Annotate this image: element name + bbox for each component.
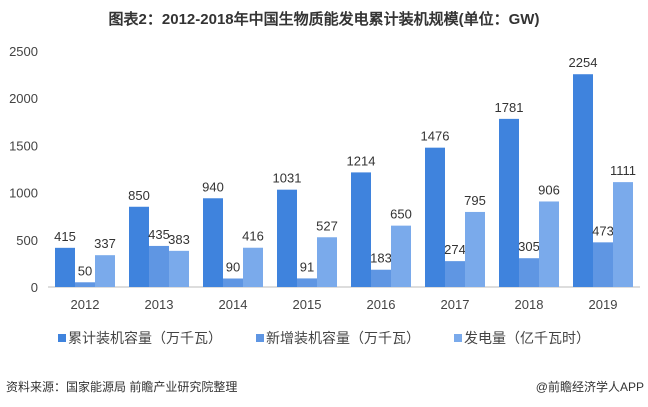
data-label: 473 bbox=[592, 223, 614, 238]
data-label: 435 bbox=[148, 227, 170, 242]
bar bbox=[55, 247, 75, 287]
data-label: 416 bbox=[242, 229, 264, 244]
legend-item-generation: 发电量（亿千瓦时） bbox=[454, 328, 590, 348]
bar bbox=[75, 282, 95, 287]
data-label: 850 bbox=[128, 188, 150, 203]
data-label: 906 bbox=[538, 182, 560, 197]
x-tick-label: 2016 bbox=[367, 297, 396, 312]
x-tick-label: 2017 bbox=[441, 297, 470, 312]
x-tick-label: 2012 bbox=[71, 297, 100, 312]
data-label: 274 bbox=[444, 242, 466, 257]
data-label: 91 bbox=[300, 259, 314, 274]
data-label: 1214 bbox=[347, 153, 376, 168]
data-label: 50 bbox=[78, 263, 92, 278]
legend-item-cumulative: 累计装机容量（万千瓦） bbox=[58, 328, 222, 348]
y-tick-label: 1500 bbox=[9, 138, 38, 153]
data-label: 305 bbox=[518, 239, 540, 254]
bar bbox=[499, 118, 519, 287]
legend-label: 新增装机容量（万千瓦） bbox=[266, 330, 420, 346]
bar bbox=[371, 269, 391, 287]
data-label: 940 bbox=[202, 179, 224, 194]
bar bbox=[519, 258, 539, 287]
x-tick-label: 2013 bbox=[145, 297, 174, 312]
y-tick-label: 1000 bbox=[9, 186, 38, 201]
bar bbox=[169, 250, 189, 287]
bar bbox=[351, 172, 371, 287]
bar bbox=[539, 201, 559, 287]
x-tick-label: 2014 bbox=[219, 297, 248, 312]
brand-credit: @前瞻经济学人APP bbox=[535, 380, 644, 394]
y-tick-label: 2000 bbox=[9, 91, 38, 106]
bar bbox=[203, 198, 223, 287]
bar bbox=[465, 211, 485, 287]
bar bbox=[593, 242, 613, 287]
chart-title: 图表2：2012-2018年中国生物质能发电累计装机规模(单位：GW) bbox=[108, 11, 540, 28]
bar bbox=[573, 74, 593, 287]
data-label: 337 bbox=[94, 236, 116, 251]
bar bbox=[129, 206, 149, 287]
legend-label: 累计装机容量（万千瓦） bbox=[68, 330, 222, 346]
data-label: 1781 bbox=[495, 100, 524, 115]
legend-swatch bbox=[256, 334, 264, 342]
x-tick-label: 2018 bbox=[515, 297, 544, 312]
y-tick-label: 0 bbox=[31, 280, 38, 295]
bar bbox=[425, 147, 445, 287]
y-tick-label: 500 bbox=[16, 233, 38, 248]
legend-swatch bbox=[58, 334, 66, 342]
bar bbox=[445, 261, 465, 287]
data-label: 1476 bbox=[421, 129, 450, 144]
data-label: 2254 bbox=[569, 55, 598, 70]
bar bbox=[317, 237, 337, 287]
data-label: 650 bbox=[390, 207, 412, 222]
legend-item-new: 新增装机容量（万千瓦） bbox=[256, 328, 420, 348]
bar bbox=[243, 247, 263, 287]
legend: 累计装机容量（万千瓦） 新增装机容量（万千瓦） 发电量（亿千瓦时） bbox=[0, 328, 648, 348]
x-tick-label: 2019 bbox=[589, 297, 618, 312]
bar bbox=[297, 278, 317, 287]
bar bbox=[149, 245, 169, 287]
y-tick-label: 2500 bbox=[9, 44, 38, 59]
bar bbox=[613, 182, 633, 287]
bar bbox=[95, 255, 115, 287]
data-label: 383 bbox=[168, 232, 190, 247]
data-label: 527 bbox=[316, 218, 338, 233]
source-note: 资料来源：国家能源局 前瞻产业研究院整理 bbox=[6, 380, 238, 394]
data-label: 1031 bbox=[273, 171, 302, 186]
data-label: 90 bbox=[226, 260, 240, 275]
bar bbox=[223, 278, 243, 287]
legend-label: 发电量（亿千瓦时） bbox=[464, 330, 590, 346]
data-label: 795 bbox=[464, 193, 486, 208]
data-label: 183 bbox=[370, 251, 392, 266]
bar bbox=[277, 189, 297, 287]
data-label: 1111 bbox=[610, 163, 636, 178]
data-label: 415 bbox=[54, 229, 76, 244]
x-tick-label: 2015 bbox=[293, 297, 322, 312]
bar bbox=[391, 225, 411, 287]
legend-swatch bbox=[454, 334, 462, 342]
